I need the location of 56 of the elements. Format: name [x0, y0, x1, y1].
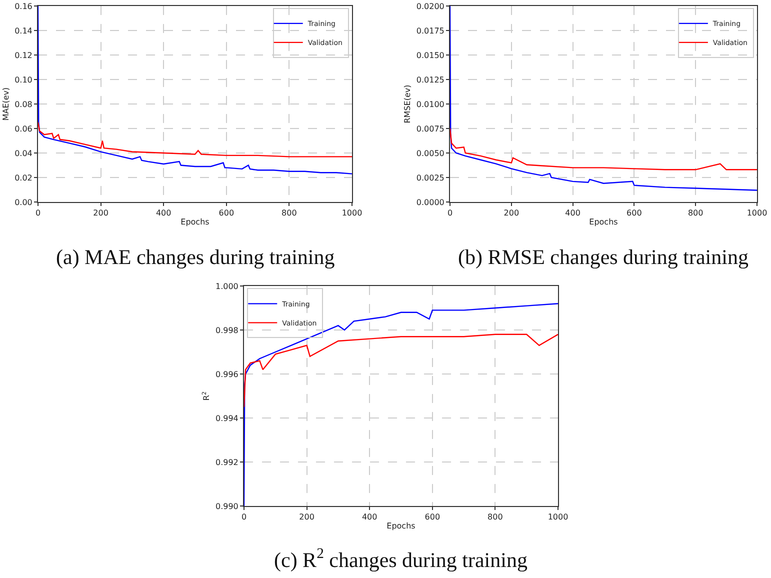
x-tick-label: 600 [218, 208, 234, 218]
x-tick-label: 400 [565, 208, 580, 218]
x-tick-label: 0 [241, 512, 247, 522]
x-tick-label: 800 [282, 208, 297, 218]
line-series [244, 334, 558, 408]
y-tick-label: 0.0075 [416, 124, 444, 134]
x-tick-label: 200 [299, 512, 314, 522]
y-tick-label: 0.0000 [416, 198, 444, 207]
y-tick-label: 0.08 [14, 100, 32, 109]
x-tick-label: 1000 [548, 512, 568, 522]
line-series [38, 6, 352, 174]
y-tick-label: 0.14 [14, 26, 32, 36]
text: (c) R$^{2}$ changes during training [274, 546, 528, 572]
y-tick-label: 0.02 [14, 173, 32, 182]
line-series [244, 303, 558, 506]
text: (b) RMSE changes during training [458, 245, 749, 269]
y-tick-label: 0.998 [215, 326, 238, 335]
x-tick-label: 200 [504, 208, 520, 218]
x-tick-label: 800 [688, 208, 704, 218]
y-tick-label: 0.00 [14, 198, 32, 207]
y-tick-label: 0.0125 [416, 75, 444, 84]
x-axis-title: Epochs [386, 522, 416, 531]
y-tick-label: 0.10 [14, 75, 32, 84]
text: (a) MAE changes during training [56, 245, 336, 269]
y-tick-label: 0.0100 [416, 100, 444, 109]
x-tick-label: 1000 [746, 208, 768, 218]
line-series [450, 128, 757, 170]
y-tick-label: 0.992 [215, 458, 238, 467]
y-tick-label: 0.0025 [416, 173, 444, 182]
line-series [450, 6, 757, 191]
y-tick-label: 1.000 [215, 282, 238, 291]
y-tick-label: 0.04 [14, 148, 32, 158]
y-tick-label: 0.0175 [416, 26, 444, 36]
line-series [38, 122, 352, 158]
y-tick-label: 0.0050 [416, 148, 444, 158]
x-tick-label: 800 [488, 512, 503, 522]
x-tick-label: 400 [156, 208, 172, 218]
x-axis-title: Epochs [589, 218, 618, 227]
y-axis-title: MAE(ev) [1, 87, 10, 121]
x-tick-label: 200 [93, 208, 108, 218]
x-axis-title: Epochs [180, 218, 210, 227]
x-tick-label: 1000 [342, 208, 362, 218]
x-tick-label: 600 [626, 208, 642, 218]
y-tick-label: 0.0150 [416, 50, 444, 60]
y-tick-label: 0.16 [14, 2, 32, 11]
y-tick-label: 0.994 [215, 414, 238, 423]
y-tick-label: 0.0200 [416, 2, 444, 11]
x-tick-label: 0 [447, 208, 453, 218]
y-tick-label: 0.996 [215, 370, 238, 379]
y-tick-label: 0.06 [14, 124, 32, 134]
x-tick-label: 400 [362, 512, 378, 522]
y-tick-label: 0.12 [14, 50, 32, 60]
y-tick-label: 0.990 [215, 502, 238, 511]
y-axis-title: RMSE(ev) [403, 84, 412, 124]
x-tick-label: 0 [35, 208, 41, 218]
x-tick-label: 600 [424, 512, 440, 522]
